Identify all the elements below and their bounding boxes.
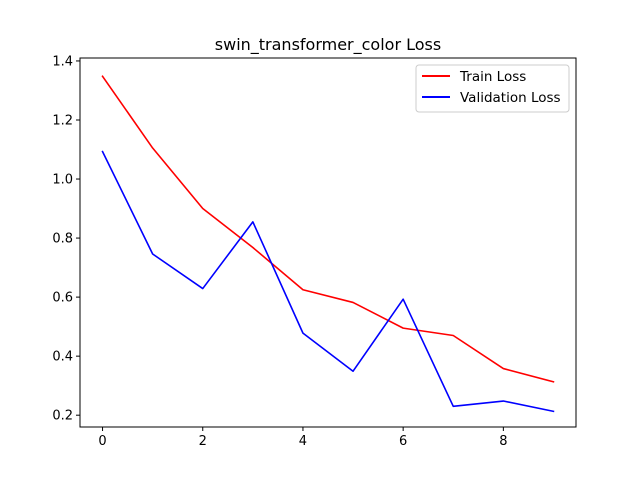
x-tick-label: 4 [299, 434, 307, 449]
chart-title: swin_transformer_color Loss [215, 35, 441, 55]
y-tick-label: 0.4 [52, 350, 73, 365]
x-tick-label: 2 [199, 434, 207, 449]
series-lines [101, 75, 555, 413]
x-tick-label: 8 [499, 434, 507, 449]
y-tick-label: 0.6 [52, 291, 73, 306]
y-tick-label: 1.0 [52, 173, 73, 188]
x-axis-ticks: 0 2 4 6 8 [98, 427, 507, 449]
y-tick-label: 0.8 [52, 232, 73, 247]
legend: Train Loss Validation Loss [415, 64, 570, 113]
y-tick-label: 1.2 [52, 113, 73, 128]
x-tick-label: 0 [98, 434, 106, 449]
y-tick-label: 0.2 [52, 409, 73, 424]
legend-label-validation-loss: Validation Loss [460, 90, 561, 106]
y-tick-label: 1.4 [52, 54, 73, 69]
legend-label-train-loss: Train Loss [459, 69, 526, 85]
x-tick-label: 6 [399, 434, 407, 449]
legend-box [415, 64, 570, 113]
y-axis-ticks: 0.2 0.4 0.6 0.8 1.0 1.2 1.4 [52, 54, 80, 424]
plot-area-frame [79, 57, 577, 428]
series-line-train-loss [101, 75, 555, 383]
series-line-validation-loss [101, 150, 555, 413]
